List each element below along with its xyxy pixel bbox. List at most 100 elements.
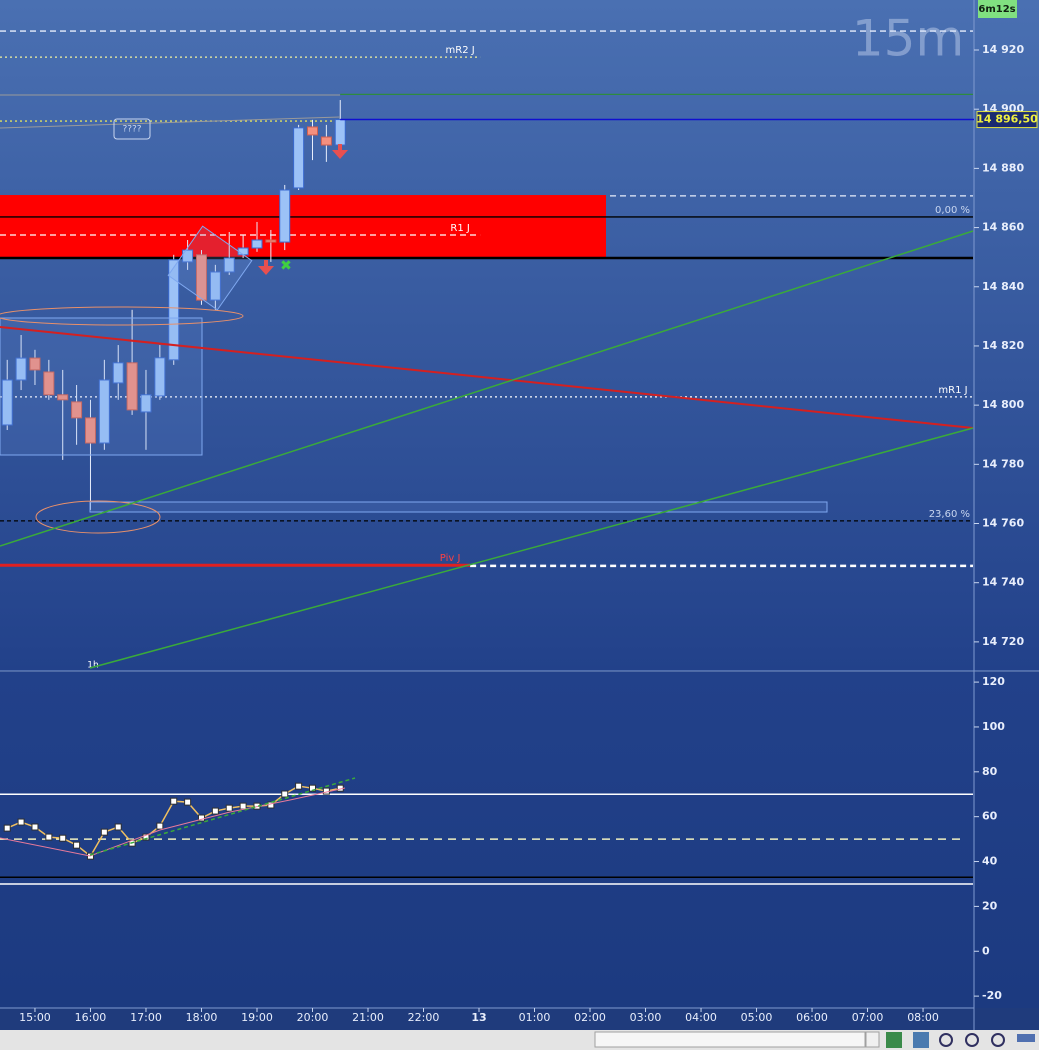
- oscillator-panel: [0, 672, 1039, 1008]
- x-tick-label: 04:00: [685, 1011, 717, 1024]
- candle-body: [182, 249, 194, 263]
- last-price-box: [976, 111, 1038, 129]
- candle-body: [320, 136, 332, 146]
- y-tick-label: -20: [982, 989, 1002, 1002]
- candle-body: [195, 254, 207, 301]
- oscillator-trendline: [89, 777, 356, 856]
- level-label: mR1 J: [938, 385, 967, 396]
- oscillator-point: [295, 782, 303, 790]
- signal-cross: ✖: [280, 258, 292, 274]
- candle-body: [71, 401, 83, 419]
- oscillator-point: [281, 790, 289, 798]
- oscillator-point: [59, 834, 67, 842]
- oscillator-point: [170, 797, 178, 805]
- candle-body: [168, 259, 180, 361]
- x-tick-label: 03:00: [630, 1011, 662, 1024]
- range-box: [0, 317, 203, 456]
- oscillator-point: [156, 822, 164, 830]
- y-tick-label: 14 740: [982, 576, 1024, 589]
- candle-body: [223, 257, 235, 273]
- x-tick-label: 20:00: [297, 1011, 329, 1024]
- x-tick-label: 01:00: [519, 1011, 551, 1024]
- scrollbar-track: [0, 1030, 1039, 1050]
- tool-icon[interactable]: [939, 1033, 953, 1047]
- oscillator-point: [45, 833, 53, 841]
- range-box: [167, 225, 253, 311]
- scroll-right[interactable]: [865, 1031, 880, 1048]
- level-label: Piv J: [440, 553, 461, 564]
- x-tick-label: 18:00: [186, 1011, 218, 1024]
- candle-body: [112, 362, 124, 384]
- x-tick-label: 22:00: [408, 1011, 440, 1024]
- y-tick-label: 14 800: [982, 398, 1024, 411]
- zoom-out[interactable]: [965, 1033, 979, 1047]
- annotation: ????: [122, 125, 141, 135]
- y-tick-label: 14 760: [982, 517, 1024, 530]
- x-tick-label: 07:00: [852, 1011, 884, 1024]
- drawings: ✖: [0, 94, 974, 857]
- candle-body: [265, 239, 277, 243]
- candle-body: [1, 379, 13, 426]
- y-tick-label: 14 720: [982, 635, 1024, 648]
- x-tick-label: 19:00: [241, 1011, 273, 1024]
- x-tick-label: 21:00: [352, 1011, 384, 1024]
- time-axis: [0, 1008, 1039, 1030]
- candle-body: [98, 379, 110, 444]
- y-tick-label: 0: [982, 944, 990, 957]
- trendline: [0, 116, 341, 129]
- ellipse: [0, 306, 244, 326]
- oscillator-point: [211, 807, 219, 815]
- candle-body: [43, 371, 55, 396]
- trendline: [89, 427, 974, 669]
- candle-body: [126, 362, 138, 411]
- oscillator-point: [239, 802, 247, 810]
- range-box: [89, 501, 828, 513]
- oscillator-point: [114, 823, 122, 831]
- tool-icon[interactable]: [1017, 1034, 1035, 1042]
- trendline: [0, 326, 974, 429]
- candle-body: [334, 119, 346, 146]
- y-tick-label: 80: [982, 765, 998, 778]
- oscillator-point: [100, 828, 108, 836]
- y-tick-label: 14 920: [982, 43, 1024, 56]
- x-tick-label: 15:00: [19, 1011, 51, 1024]
- y-tick-label: 14 840: [982, 280, 1024, 293]
- x-tick-label: 16:00: [75, 1011, 107, 1024]
- signal-line: [0, 787, 346, 857]
- timeframe: 15m: [852, 10, 964, 68]
- fib-label: 23,60 %: [929, 509, 970, 520]
- candle-body: [251, 239, 263, 249]
- oscillator-point: [225, 804, 233, 812]
- candle-body: [57, 394, 69, 401]
- x-tick-label: 13: [471, 1011, 486, 1024]
- y-tick-label: 40: [982, 855, 998, 868]
- zoom-in[interactable]: [991, 1033, 1005, 1047]
- tool-icon[interactable]: [913, 1032, 929, 1048]
- fib-label: 0,00 %: [935, 205, 970, 216]
- candle-body: [293, 127, 305, 189]
- oscillator-point: [308, 784, 316, 792]
- x-tick-label: 05:00: [741, 1011, 773, 1024]
- toolbar: [0, 1030, 1039, 1050]
- resistance-zone: [0, 195, 606, 259]
- candle-body: [140, 394, 152, 413]
- oscillator-point: [3, 824, 11, 832]
- oscillator-point: [17, 818, 25, 826]
- scrollbar-thumb[interactable]: [594, 1031, 866, 1048]
- candle-body: [279, 189, 291, 243]
- oscillator-point: [184, 798, 192, 806]
- x-tick-label: 06:00: [796, 1011, 828, 1024]
- oscillator-point: [31, 823, 39, 831]
- y-tick-label: 14 860: [982, 221, 1024, 234]
- timer-box: [978, 0, 1017, 18]
- y-tick-label: 14 780: [982, 457, 1024, 470]
- trendline: [0, 230, 974, 547]
- y-tick-label: 14 880: [982, 161, 1024, 174]
- x-tick-label: 02:00: [574, 1011, 606, 1024]
- candle-body: [154, 357, 166, 397]
- oscillator-point: [73, 841, 81, 849]
- tool-icon[interactable]: [886, 1032, 902, 1048]
- annotation-box: [113, 118, 151, 140]
